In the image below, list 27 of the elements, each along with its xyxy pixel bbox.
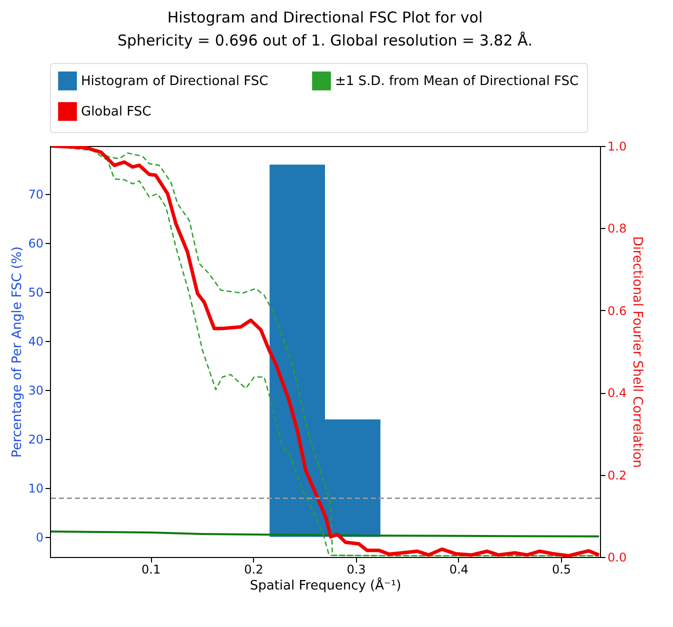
y2-tick-label: 0.2 bbox=[608, 468, 627, 482]
x-tick-label: 0.3 bbox=[346, 562, 366, 576]
y-tick-label: 0 bbox=[36, 530, 44, 544]
y-axis-title: Percentage of Per Angle FSC (%) bbox=[10, 246, 26, 458]
y-tick-label: 70 bbox=[28, 188, 44, 202]
x-tick-label: 0.2 bbox=[244, 562, 264, 576]
y2-tick-label: 0.6 bbox=[608, 304, 627, 318]
y2-tick-label: 0.4 bbox=[608, 386, 627, 400]
y2-tick-label: 0.8 bbox=[608, 222, 627, 236]
legend-label: Histogram of Directional FSC bbox=[81, 74, 268, 89]
x-axis-title: Spatial Frequency (Å⁻¹) bbox=[250, 576, 402, 594]
y-tick-label: 30 bbox=[28, 383, 44, 398]
y-tick-label: 40 bbox=[28, 334, 44, 348]
chart-subtitle: Sphericity = 0.696 out of 1. Global resolution = 3.82 Å. bbox=[117, 32, 533, 50]
y-tick-label: 60 bbox=[28, 236, 44, 250]
x-tick-label: 0.4 bbox=[449, 562, 468, 576]
y2-tick-label: 1.0 bbox=[608, 140, 627, 154]
y2-axis-title: Directional Fourier Shell Correlation bbox=[630, 236, 645, 468]
y2-tick-label: 0.0 bbox=[608, 550, 627, 564]
chart-title: Histogram and Directional FSC Plot for vol bbox=[167, 8, 483, 26]
legend-label: ±1 S.D. from Mean of Directional FSC bbox=[335, 74, 579, 89]
legend-label: Global FSC bbox=[81, 104, 152, 120]
y-tick-label: 20 bbox=[28, 432, 44, 446]
x-tick-label: 0.5 bbox=[552, 562, 572, 576]
y-tick-label: 50 bbox=[28, 285, 44, 300]
x-tick-label: 0.1 bbox=[142, 562, 161, 576]
y-tick-label: 10 bbox=[28, 481, 44, 496]
